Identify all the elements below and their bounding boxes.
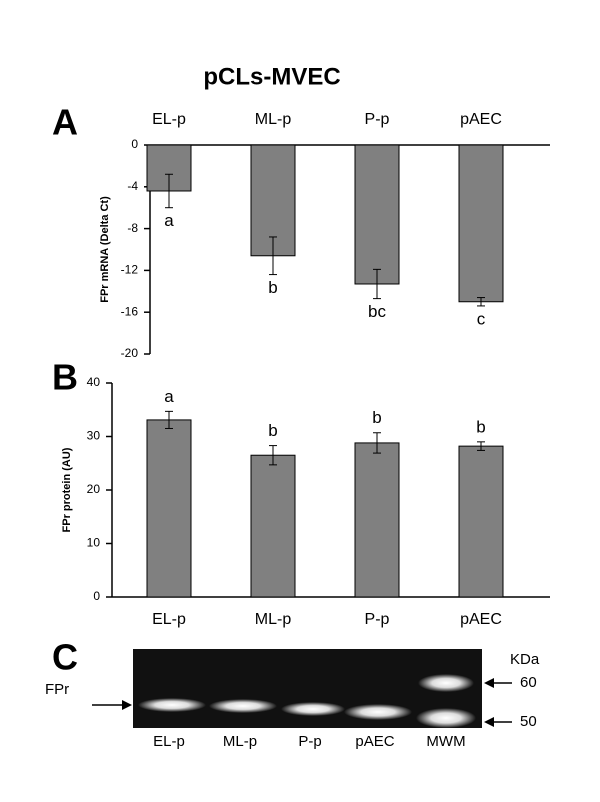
gel-band bbox=[344, 704, 412, 720]
significance-label: b bbox=[268, 421, 277, 440]
y-tick-label: 0 bbox=[131, 137, 138, 151]
lane-label: pAEC bbox=[355, 733, 394, 750]
y-tick-label: -20 bbox=[121, 346, 139, 360]
lane-label: EL-p bbox=[153, 733, 185, 750]
significance-label: a bbox=[164, 211, 174, 230]
x-tick-label: EL-p bbox=[152, 111, 186, 128]
bar bbox=[458, 445, 504, 598]
gel-band bbox=[138, 698, 206, 712]
gel-band bbox=[416, 708, 476, 728]
significance-label: c bbox=[477, 309, 486, 328]
arrow-head bbox=[484, 717, 494, 727]
x-tick-label: pAEC bbox=[460, 111, 502, 128]
bar bbox=[146, 419, 192, 598]
lane-label: MWM bbox=[426, 733, 465, 750]
y-tick-label: 10 bbox=[87, 536, 101, 550]
y-axis-label: FPr mRNA (Delta Ct) bbox=[99, 196, 111, 303]
panel-label: C bbox=[52, 637, 78, 678]
x-tick-label: EL-p bbox=[152, 611, 186, 628]
marker-label: 50 bbox=[520, 713, 537, 730]
y-tick-label: -16 bbox=[121, 304, 139, 318]
x-tick-label: ML-p bbox=[255, 611, 292, 628]
significance-label: bc bbox=[368, 302, 386, 321]
y-tick-label: 20 bbox=[87, 482, 101, 496]
gel-band bbox=[281, 702, 345, 716]
bar bbox=[354, 442, 400, 598]
y-axis-label: FPr protein (AU) bbox=[61, 447, 73, 532]
arrow-head bbox=[122, 700, 132, 710]
y-tick-label: -12 bbox=[121, 263, 139, 277]
x-tick-label: ML-p bbox=[255, 111, 292, 128]
x-tick-label: pAEC bbox=[460, 611, 502, 628]
y-tick-label: -8 bbox=[127, 221, 138, 235]
y-tick-label: 0 bbox=[93, 589, 100, 603]
significance-label: a bbox=[164, 387, 174, 406]
lane-label: ML-p bbox=[223, 733, 257, 750]
y-tick-label: 30 bbox=[87, 429, 101, 443]
significance-label: b bbox=[372, 408, 381, 427]
bar bbox=[458, 144, 504, 303]
bar bbox=[250, 454, 296, 598]
arrow-head bbox=[484, 678, 494, 688]
lane-label: P-p bbox=[298, 733, 321, 750]
x-tick-label: P-p bbox=[365, 611, 390, 628]
gel-band bbox=[418, 674, 474, 692]
marker-label: 60 bbox=[520, 674, 537, 691]
significance-label: b bbox=[268, 278, 277, 297]
significance-label: b bbox=[476, 417, 485, 436]
y-tick-label: -4 bbox=[127, 179, 138, 193]
panel-label: B bbox=[52, 357, 78, 398]
y-tick-label: 40 bbox=[87, 375, 101, 389]
figure-title: pCLs-MVEC bbox=[203, 63, 340, 90]
band-label: FPr bbox=[45, 681, 69, 698]
gel-band bbox=[209, 699, 277, 713]
x-tick-label: P-p bbox=[365, 111, 390, 128]
panel-label: A bbox=[52, 102, 78, 143]
bar bbox=[354, 144, 400, 285]
unit-label: KDa bbox=[510, 651, 540, 668]
